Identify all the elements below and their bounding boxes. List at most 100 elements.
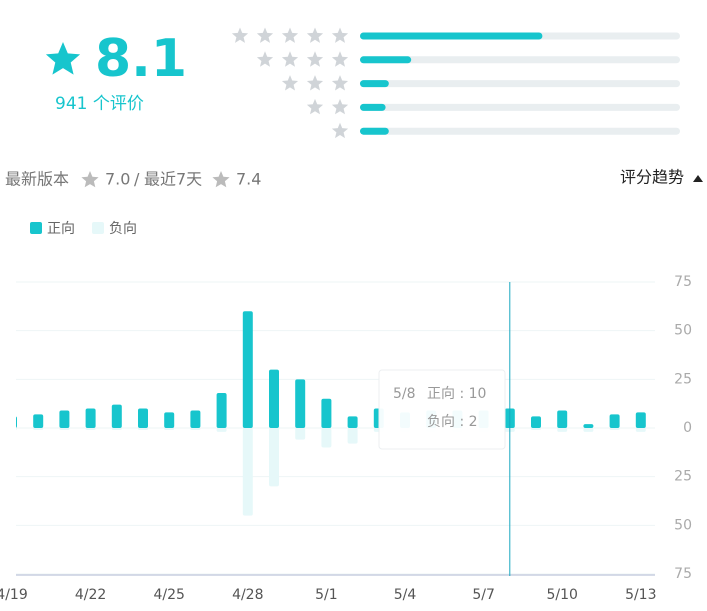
bar	[583, 424, 594, 428]
separator: /	[134, 170, 140, 189]
tooltip-title: 5/8	[393, 386, 416, 402]
distribution-star	[256, 51, 274, 67]
bar	[164, 428, 175, 430]
distribution-bar	[360, 80, 389, 88]
legend-swatch	[30, 222, 42, 234]
distribution-bar	[360, 127, 389, 135]
distribution-star	[306, 98, 324, 115]
distribution-bar	[360, 103, 386, 111]
x-tick-label: 4/19	[0, 587, 28, 603]
x-tick-label: 4/25	[153, 587, 184, 603]
distribution-star	[306, 75, 324, 91]
bar	[583, 428, 594, 432]
x-tick-label: 5/4	[394, 587, 417, 603]
distribution-star	[281, 75, 299, 91]
star-icon	[212, 171, 230, 188]
rating-count: 941 个评价	[55, 94, 144, 114]
bar	[635, 412, 646, 428]
latest-score: 7.0	[105, 170, 130, 189]
legend-label: 负向	[109, 221, 137, 237]
x-tick-label: 4/22	[75, 587, 106, 603]
x-tick-label: 5/10	[546, 587, 577, 603]
distribution-star	[281, 51, 299, 67]
x-tick-label: 4/28	[232, 587, 263, 603]
y-tick-label: 25	[674, 371, 692, 387]
bar	[295, 428, 306, 440]
y-tick-label: 50	[674, 517, 692, 533]
y-tick-label: 0	[683, 420, 692, 436]
distribution-bar	[360, 56, 412, 64]
bar	[531, 428, 541, 430]
distribution-track	[360, 127, 680, 135]
legend-swatch	[92, 222, 104, 234]
distribution-star	[306, 51, 324, 67]
bar	[609, 428, 620, 430]
bar	[347, 428, 358, 444]
bar	[16, 428, 17, 430]
bar	[242, 428, 253, 516]
distribution-star	[231, 27, 249, 43]
distribution-track	[360, 56, 680, 64]
bar	[347, 416, 358, 428]
y-tick-label: 25	[674, 469, 692, 485]
distribution-track	[360, 103, 680, 111]
star-icon	[81, 171, 99, 188]
x-tick-label: 5/1	[315, 587, 338, 603]
x-tick-label: 5/13	[625, 587, 656, 603]
bar	[635, 428, 646, 432]
recent-score: 7.4	[236, 170, 261, 189]
tooltip-row: 正向 : 10	[427, 386, 486, 402]
tooltip	[378, 369, 506, 450]
recent-label: 最近7天	[144, 170, 202, 189]
trend-toggle[interactable]: 评分趋势	[620, 168, 684, 187]
trend-arrow[interactable]	[693, 175, 703, 182]
distribution-star	[256, 27, 274, 43]
bar	[111, 428, 122, 430]
distribution-star	[281, 27, 299, 43]
bar	[295, 379, 306, 428]
distribution-star	[306, 27, 324, 43]
legend-label: 正向	[47, 221, 75, 237]
bar	[111, 404, 122, 428]
y-tick-label: 50	[674, 323, 692, 339]
x-tick-label: 5/7	[472, 587, 495, 603]
bar	[138, 408, 148, 428]
distribution-track	[360, 80, 680, 88]
bar	[216, 428, 227, 432]
bar	[164, 412, 175, 428]
bar	[85, 408, 96, 428]
bar	[557, 428, 568, 432]
bar	[216, 392, 227, 428]
distribution-star	[331, 27, 349, 43]
bar	[59, 410, 70, 428]
y-tick-label: 75	[674, 274, 692, 290]
bar	[242, 311, 253, 428]
bar	[33, 428, 44, 430]
bar	[531, 416, 541, 428]
bar	[269, 428, 279, 487]
bar	[190, 428, 201, 430]
bar	[190, 410, 201, 428]
bar	[16, 416, 17, 428]
plot	[16, 311, 646, 516]
rating-score: 8.1	[95, 29, 187, 89]
bar	[59, 428, 70, 430]
distribution-star	[331, 122, 349, 139]
latest-label: 最新版本	[5, 170, 69, 189]
bar	[321, 398, 332, 428]
y-tick-label: 75	[674, 566, 692, 582]
distribution-bar	[360, 32, 543, 40]
bar	[269, 369, 279, 428]
distribution-star	[331, 75, 349, 91]
bar	[138, 428, 148, 430]
bar	[33, 414, 44, 428]
distribution-star	[331, 98, 349, 115]
distribution-star	[331, 51, 349, 67]
bar	[85, 428, 96, 430]
rating-star	[45, 42, 81, 75]
bar	[609, 414, 620, 428]
tooltip-row: 负向 : 2	[427, 414, 478, 430]
bar	[321, 428, 332, 448]
bar	[557, 410, 568, 428]
